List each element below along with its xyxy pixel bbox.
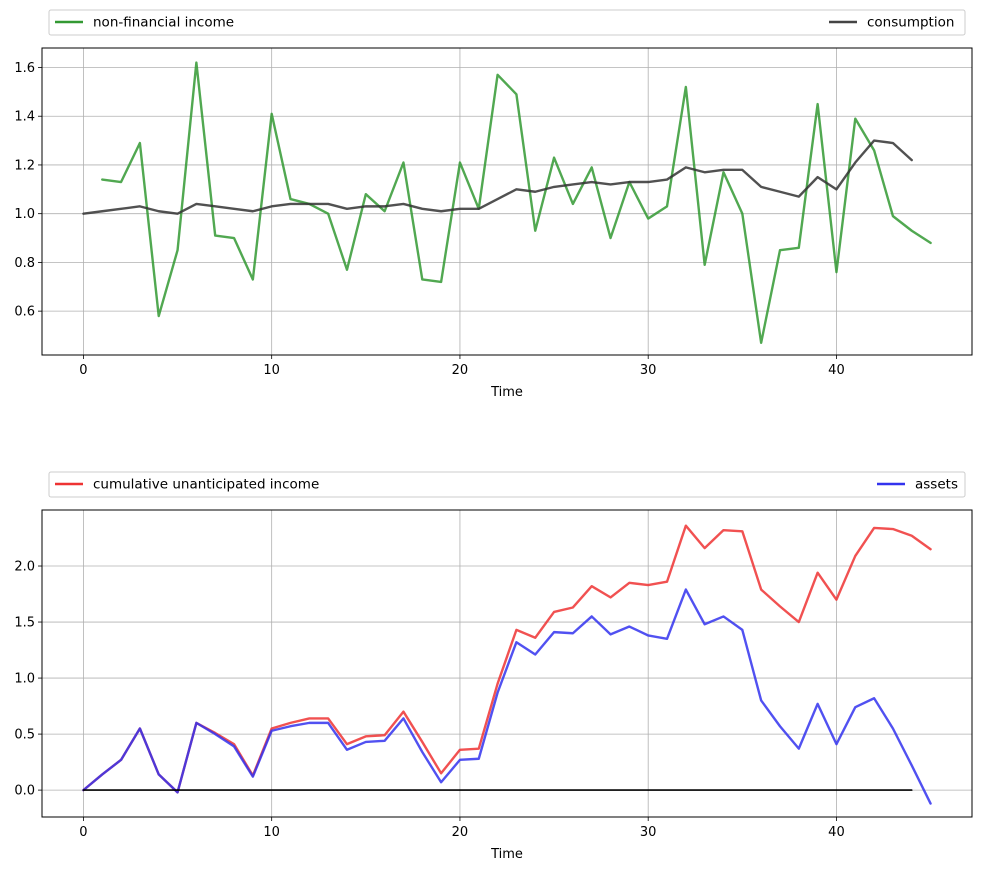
series-line-consumption xyxy=(82,139,913,215)
y-tick-label: 1.2 xyxy=(14,158,35,173)
y-tick-label: 1.0 xyxy=(14,207,35,222)
x-tick-label: 0 xyxy=(79,363,87,378)
x-tick-label: 20 xyxy=(452,825,469,840)
x-tick-label: 10 xyxy=(263,825,280,840)
chart-bottom: 0 10 20 30 40 0.0 0.5 1.0 1.5 2.0 Time cumulative… xyxy=(14,471,973,862)
x-tick-label: 20 xyxy=(452,363,469,378)
ticks-top: 0 10 20 30 40 0.6 0.8 1.0 1.2 1.4 1.6 xyxy=(14,61,844,378)
y-tick-label: 0.6 xyxy=(14,305,35,320)
x-tick-label: 40 xyxy=(828,363,845,378)
y-tick-label: 1.0 xyxy=(14,672,35,687)
chart-top: 0 10 20 30 40 0.6 0.8 1.0 1.2 1.4 1.6 Time non-fin… xyxy=(14,9,973,400)
x-tick-label: 30 xyxy=(640,825,657,840)
plot-frame-top xyxy=(41,47,973,356)
legend-label-consumption: consumption xyxy=(867,15,954,31)
x-tick-label: 40 xyxy=(828,825,845,840)
legend-box-top xyxy=(48,9,966,36)
x-tick-label: 30 xyxy=(640,363,657,378)
legend-label-non-financial-income: non-financial income xyxy=(93,15,234,31)
series-line-non-financial-income xyxy=(101,61,932,345)
y-tick-label: 1.4 xyxy=(14,110,35,125)
legend-bottom: cumulative unanticipated income assets xyxy=(48,471,966,498)
lines-bottom xyxy=(82,524,932,805)
y-tick-label: 1.5 xyxy=(14,616,35,631)
legend-label-cumulative-unanticipated-income: cumulative unanticipated income xyxy=(93,477,319,493)
y-tick-label: 1.6 xyxy=(14,61,35,76)
ticks-bottom: 0 10 20 30 40 0.0 0.5 1.0 1.5 2.0 xyxy=(14,560,844,840)
x-tick-label: 0 xyxy=(79,825,87,840)
x-axis-label-bottom: Time xyxy=(490,847,523,862)
x-tick-label: 10 xyxy=(263,363,280,378)
series-line-assets xyxy=(82,588,932,805)
legend-top: non-financial income consumption xyxy=(48,9,966,36)
y-tick-label: 0.5 xyxy=(14,728,35,743)
y-tick-label: 2.0 xyxy=(14,560,35,575)
legend-box-bottom xyxy=(48,471,966,498)
y-tick-label: 0.0 xyxy=(14,784,35,799)
y-tick-label: 0.8 xyxy=(14,256,35,271)
grid-bottom xyxy=(42,510,972,817)
lines-top xyxy=(82,61,932,345)
plot-frame-bottom xyxy=(41,509,973,818)
x-axis-label-top: Time xyxy=(490,385,523,400)
series-line-cumulative-unanticipated-income xyxy=(82,524,932,794)
legend-label-assets: assets xyxy=(915,477,958,493)
